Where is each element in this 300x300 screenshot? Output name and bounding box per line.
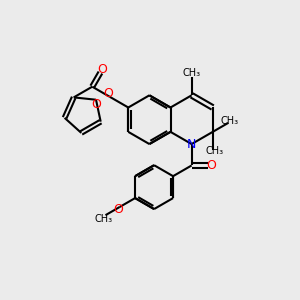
Text: CH₃: CH₃ [95,214,113,224]
Text: O: O [206,159,216,172]
Text: O: O [91,98,101,111]
Text: CH₃: CH₃ [205,146,223,156]
Text: N: N [187,138,196,151]
Text: CH₃: CH₃ [182,68,201,78]
Text: O: O [113,203,123,217]
Text: CH₃: CH₃ [220,116,239,127]
Text: O: O [97,63,107,76]
Text: O: O [103,87,113,100]
